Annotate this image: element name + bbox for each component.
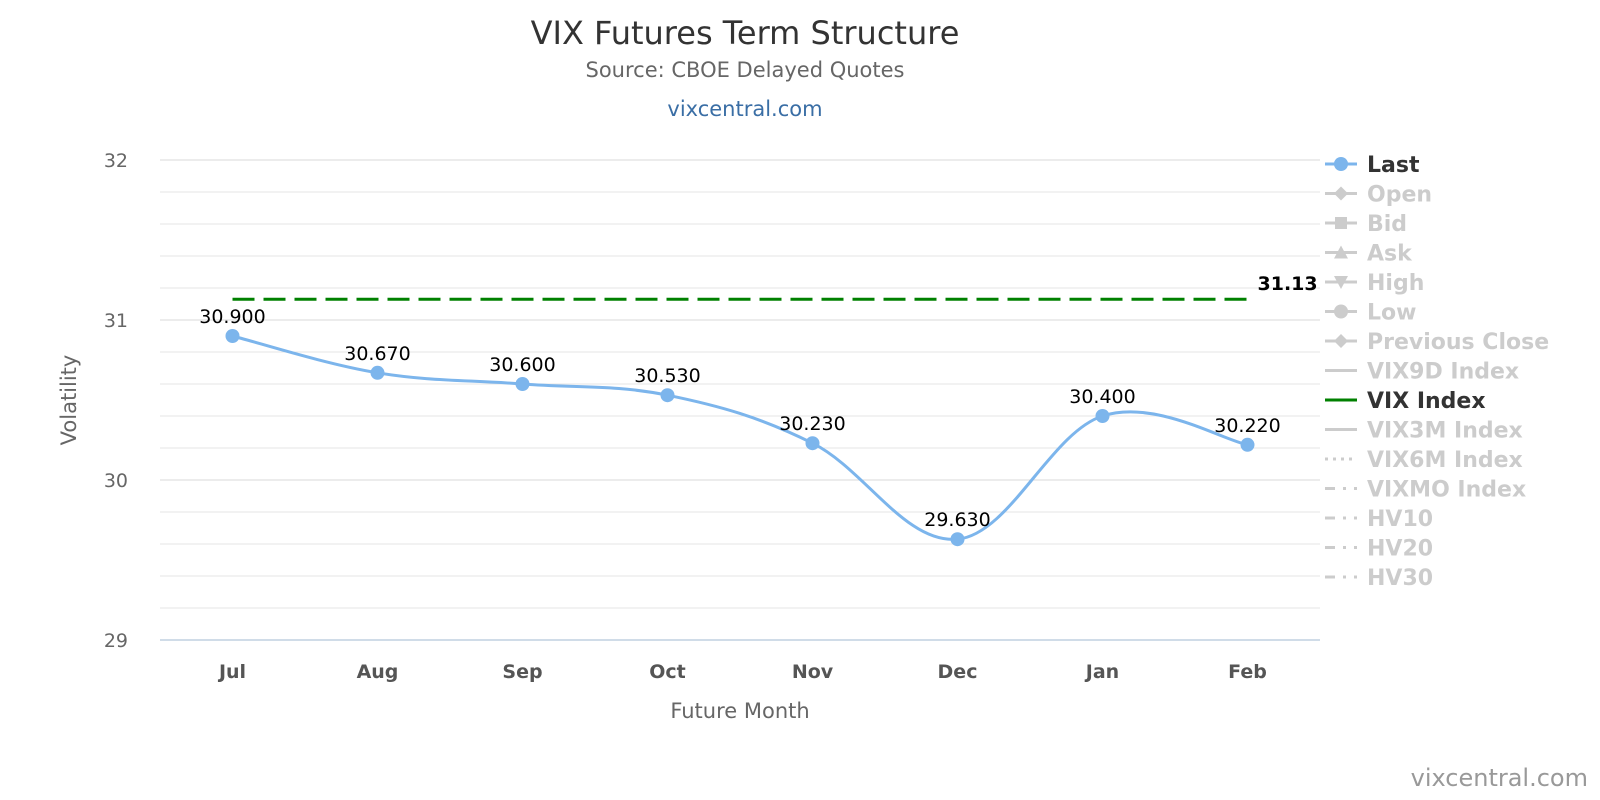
- legend-item[interactable]: Previous Close: [1325, 330, 1549, 355]
- x-tick-label: Jan: [1084, 661, 1119, 683]
- legend-marker: [1334, 334, 1348, 348]
- legend-label: VIX6M Index: [1367, 448, 1523, 473]
- data-point: [1240, 437, 1255, 452]
- x-axis-title: Future Month: [670, 699, 809, 723]
- legend-item[interactable]: High: [1325, 271, 1424, 296]
- data-label: 30.230: [779, 413, 845, 435]
- legend-marker: [1334, 304, 1348, 319]
- legend-item[interactable]: HV20: [1325, 537, 1433, 562]
- data-label: 30.220: [1214, 415, 1280, 437]
- legend-marker: [1334, 157, 1348, 171]
- legend-marker: [1334, 245, 1348, 259]
- y-axis-ticks: 29 30 31 32: [104, 150, 128, 652]
- legend-label: HV10: [1367, 507, 1433, 532]
- data-label: 30.400: [1069, 386, 1135, 408]
- legend-marker: [1334, 276, 1348, 289]
- legend-item[interactable]: VIX9D Index: [1325, 360, 1519, 385]
- x-tick-label: Feb: [1228, 661, 1267, 683]
- x-tick-label: Sep: [502, 661, 542, 683]
- grid-lines: [160, 159, 1320, 641]
- y-tick-label: 29: [104, 630, 128, 652]
- legend-marker: [1335, 217, 1347, 229]
- data-label: 30.530: [634, 365, 700, 387]
- legend-label: Open: [1367, 183, 1432, 208]
- last-series: 30.900 30.670 30.600 30.530 30.230 29.630 30.4…: [199, 306, 1281, 547]
- legend-item[interactable]: VIX Index: [1325, 389, 1486, 414]
- data-point: [950, 532, 965, 547]
- legend-label: HV20: [1367, 537, 1433, 562]
- vix-index-series: 31.13: [232, 273, 1318, 301]
- legend-item[interactable]: Last: [1325, 153, 1420, 178]
- credits-link[interactable]: vixcentral.com: [1410, 764, 1588, 792]
- data-label: 30.670: [344, 343, 410, 365]
- y-axis-title: Volatility: [57, 355, 81, 446]
- legend-marker: [1334, 186, 1348, 201]
- data-point: [370, 365, 385, 380]
- legend-item[interactable]: Low: [1325, 301, 1416, 326]
- legend-item[interactable]: VIX3M Index: [1325, 419, 1523, 444]
- x-tick-label: Jul: [217, 661, 246, 683]
- legend-label: Low: [1367, 301, 1416, 326]
- x-tick-label: Oct: [649, 661, 686, 683]
- legend-item[interactable]: VIXMO Index: [1325, 478, 1526, 503]
- legend-label: VIX9D Index: [1367, 360, 1519, 385]
- vix-index-label: 31.13: [1258, 273, 1318, 295]
- y-tick-label: 31: [104, 310, 128, 332]
- legend-item[interactable]: VIX6M Index: [1325, 448, 1523, 473]
- legend-label: HV30: [1367, 566, 1433, 591]
- data-point: [660, 388, 675, 403]
- site-link[interactable]: vixcentral.com: [667, 97, 823, 121]
- data-label: 30.900: [199, 306, 265, 328]
- x-tick-label: Dec: [938, 661, 978, 683]
- legend-label: VIX Index: [1367, 389, 1486, 414]
- data-label: 30.600: [489, 354, 555, 376]
- data-label: 29.630: [924, 509, 990, 531]
- data-point: [805, 436, 820, 451]
- legend-item[interactable]: Bid: [1325, 212, 1407, 237]
- legend-label: High: [1367, 271, 1424, 296]
- legend-label: VIXMO Index: [1367, 478, 1526, 503]
- legend-label: Bid: [1367, 212, 1407, 237]
- chart-subtitle: Source: CBOE Delayed Quotes: [585, 58, 905, 82]
- legend-label: VIX3M Index: [1367, 419, 1523, 444]
- legend-item[interactable]: Ask: [1325, 242, 1413, 267]
- legend-item[interactable]: HV30: [1325, 566, 1433, 591]
- legend: Last Open Bid Ask High Low Previous Close VIX9D…: [1325, 153, 1549, 591]
- x-tick-label: Nov: [792, 661, 834, 683]
- last-series-line: [232, 334, 1248, 541]
- data-point: [225, 329, 240, 343]
- y-tick-label: 30: [104, 470, 128, 492]
- legend-label: Last: [1367, 153, 1420, 178]
- data-point: [1095, 409, 1110, 423]
- data-point: [515, 377, 530, 391]
- x-tick-label: Aug: [357, 661, 399, 683]
- chart-title: VIX Futures Term Structure: [530, 14, 960, 52]
- y-tick-label: 32: [104, 150, 128, 172]
- legend-label: Ask: [1367, 242, 1413, 267]
- legend-item[interactable]: Open: [1325, 183, 1432, 208]
- legend-label: Previous Close: [1367, 330, 1549, 355]
- x-axis-ticks: Jul Aug Sep Oct Nov Dec Jan Feb: [217, 661, 1267, 683]
- legend-item[interactable]: HV10: [1325, 507, 1433, 532]
